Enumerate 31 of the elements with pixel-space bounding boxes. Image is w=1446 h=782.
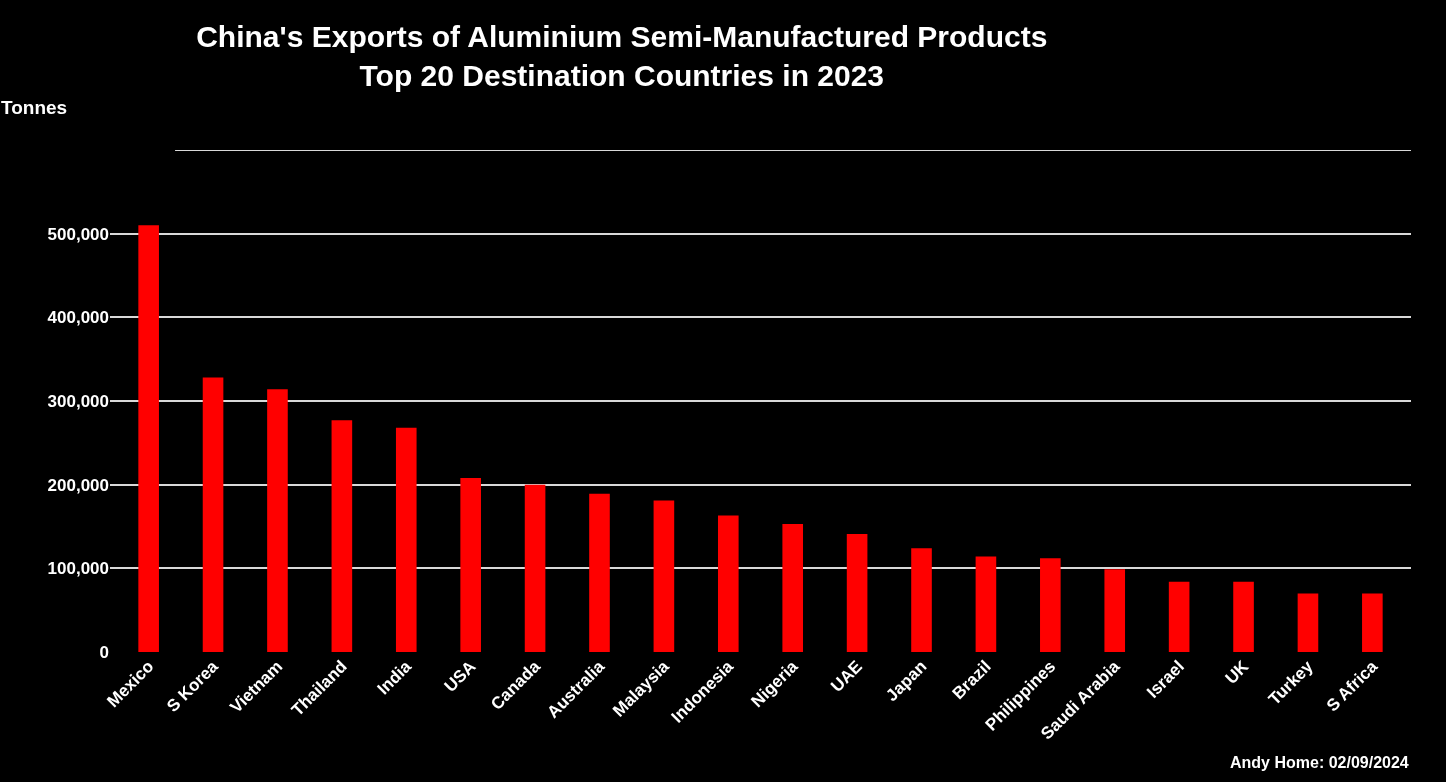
bar bbox=[717, 515, 739, 652]
bar bbox=[267, 389, 288, 652]
bar bbox=[846, 534, 868, 652]
y-tick-label: 100,000 bbox=[47, 559, 109, 579]
bar bbox=[1297, 593, 1319, 652]
bar bbox=[460, 477, 481, 652]
y-axis-title: Tonnes bbox=[1, 97, 68, 118]
bar bbox=[782, 523, 804, 652]
chart-title: China's Exports of Aluminium Semi-Manufactured Products Top 20 Destination Countries in 2023 bbox=[196, 19, 1048, 92]
y-tick-label: 200,000 bbox=[47, 475, 109, 495]
x-tick-label: USA bbox=[440, 656, 480, 696]
bar bbox=[524, 484, 546, 652]
bar bbox=[911, 548, 932, 652]
bar bbox=[331, 420, 353, 652]
bar bbox=[138, 225, 159, 652]
y-tick-label: 300,000 bbox=[47, 391, 109, 411]
bar bbox=[1104, 569, 1126, 652]
bar bbox=[589, 493, 610, 652]
y-tick-label: 0 bbox=[99, 642, 109, 662]
x-tick-label: UK bbox=[1221, 656, 1253, 688]
y-tick-label: 500,000 bbox=[47, 224, 109, 244]
bar bbox=[653, 500, 675, 652]
bar bbox=[395, 427, 417, 652]
bar bbox=[1040, 558, 1061, 652]
bar bbox=[1362, 593, 1383, 652]
y-tick-label: 400,000 bbox=[47, 308, 109, 328]
text: Andy Home: 02/09/2024 bbox=[1230, 754, 1409, 771]
bar bbox=[975, 556, 997, 652]
bar bbox=[1168, 581, 1190, 652]
bar bbox=[202, 377, 224, 652]
bar bbox=[1233, 581, 1254, 652]
